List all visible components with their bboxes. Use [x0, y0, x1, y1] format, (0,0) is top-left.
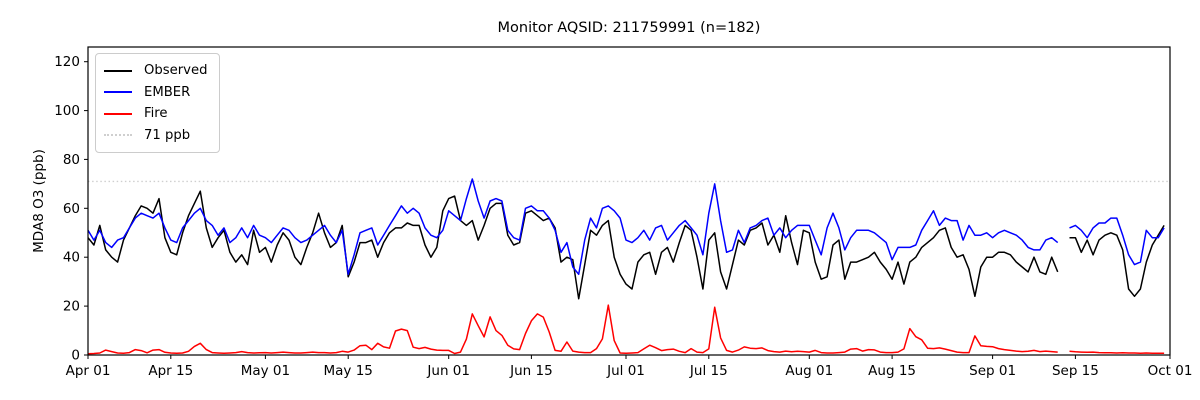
y-tick-label: 60 — [63, 201, 80, 217]
x-tick-label: Aug 15 — [868, 363, 916, 379]
y-tick-label: 100 — [54, 103, 80, 119]
y-tick-label: 80 — [63, 152, 80, 168]
x-tick-label: Oct 01 — [1148, 363, 1193, 379]
legend-item-fire: Fire — [104, 103, 207, 125]
fire-line — [1069, 350, 1165, 355]
y-tick-label: 20 — [63, 299, 80, 315]
x-tick-label: Jul 01 — [606, 363, 645, 379]
observed-line — [1069, 225, 1165, 298]
legend: Observed EMBER Fire 71 ppb — [95, 53, 221, 153]
legend-label-fire: Fire — [144, 106, 168, 122]
fire-line — [87, 304, 1058, 355]
legend-item-observed: Observed — [104, 60, 207, 82]
ember-line — [1069, 217, 1165, 266]
x-tick-label: May 01 — [241, 363, 290, 379]
x-tick-label: Apr 01 — [66, 363, 111, 379]
plot-frame — [87, 46, 1171, 356]
x-tick-label: May 15 — [324, 363, 373, 379]
fire-line-swatch — [104, 112, 132, 115]
x-tick-label: Jul 15 — [689, 363, 728, 379]
x-tick-label: Sep 01 — [969, 363, 1016, 379]
observed-line — [87, 190, 1059, 300]
legend-label-observed: Observed — [144, 63, 208, 79]
legend-label-ember: EMBER — [144, 84, 191, 100]
x-tick-label: Sep 15 — [1052, 363, 1099, 379]
x-tick-label: Apr 15 — [148, 363, 193, 379]
x-tick-label: Aug 01 — [785, 363, 833, 379]
threshold-line-swatch — [104, 134, 132, 137]
legend-item-threshold: 71 ppb — [104, 125, 207, 147]
legend-label-threshold: 71 ppb — [144, 127, 191, 143]
y-tick-label: 0 — [71, 348, 80, 364]
x-tick-label: Jun 01 — [426, 363, 470, 379]
ember-line-swatch — [104, 91, 132, 94]
legend-item-ember: EMBER — [104, 82, 207, 104]
y-tick-label: 40 — [63, 250, 80, 266]
x-tick-label: Jun 15 — [509, 363, 553, 379]
y-axis-label: MDA8 O3 (ppb) — [31, 149, 47, 253]
ember-line — [87, 178, 1059, 276]
chart-title: Monitor AQSID: 211759991 (n=182) — [497, 20, 761, 36]
observed-line-swatch — [104, 69, 132, 72]
y-tick-label: 120 — [54, 54, 80, 70]
